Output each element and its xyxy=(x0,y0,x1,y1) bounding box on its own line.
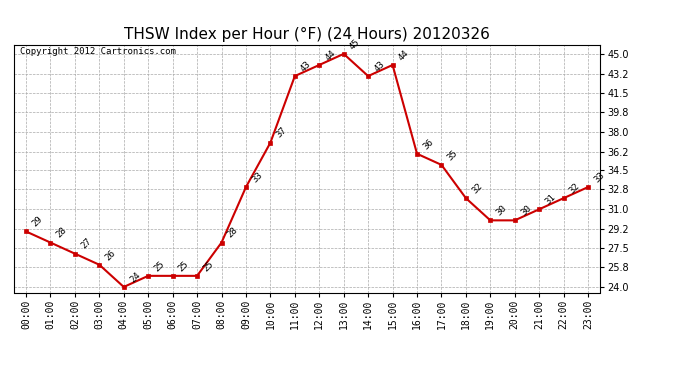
Text: 28: 28 xyxy=(226,226,239,240)
Text: 37: 37 xyxy=(275,126,288,140)
Text: 33: 33 xyxy=(250,170,264,184)
Text: 28: 28 xyxy=(55,226,68,240)
Text: 35: 35 xyxy=(446,148,460,162)
Text: Copyright 2012 Cartronics.com: Copyright 2012 Cartronics.com xyxy=(19,48,175,57)
Text: 25: 25 xyxy=(177,259,190,273)
Text: 30: 30 xyxy=(495,204,509,218)
Text: 43: 43 xyxy=(299,59,313,73)
Text: 32: 32 xyxy=(568,182,582,195)
Title: THSW Index per Hour (°F) (24 Hours) 20120326: THSW Index per Hour (°F) (24 Hours) 2012… xyxy=(124,27,490,42)
Text: 44: 44 xyxy=(324,48,337,62)
Text: 33: 33 xyxy=(592,170,607,184)
Text: 30: 30 xyxy=(519,204,533,218)
Text: 45: 45 xyxy=(348,37,362,51)
Text: 25: 25 xyxy=(201,259,215,273)
Text: 44: 44 xyxy=(397,48,411,62)
Text: 32: 32 xyxy=(470,182,484,195)
Text: 26: 26 xyxy=(104,248,117,262)
Text: 43: 43 xyxy=(373,59,386,73)
Text: 29: 29 xyxy=(30,215,44,229)
Text: 36: 36 xyxy=(421,137,435,151)
Text: 31: 31 xyxy=(543,192,558,207)
Text: 27: 27 xyxy=(79,237,93,251)
Text: 24: 24 xyxy=(128,270,142,284)
Text: 25: 25 xyxy=(152,259,166,273)
